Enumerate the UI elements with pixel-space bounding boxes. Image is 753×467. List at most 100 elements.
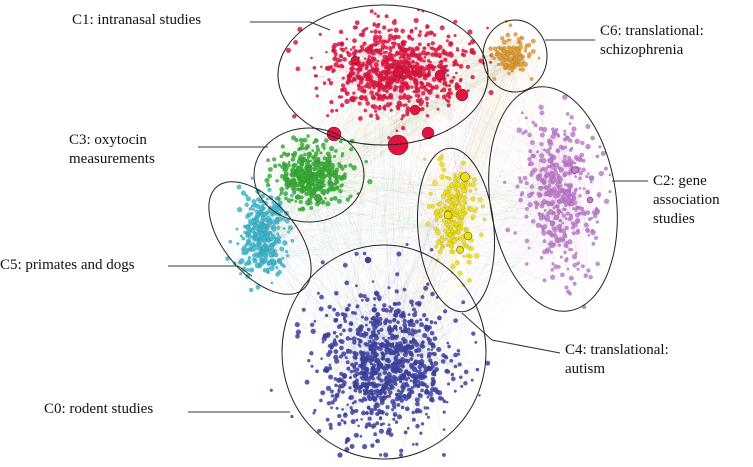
network-node [565,191,570,196]
network-node [370,347,373,350]
network-node [580,207,584,211]
network-node [390,399,395,404]
network-node [590,136,594,140]
network-node [534,201,538,205]
network-node [393,302,397,306]
network-node [407,377,410,380]
network-node [384,46,388,50]
network-node [392,36,397,41]
network-node [368,396,373,401]
network-node [360,376,363,379]
network-node [527,133,531,137]
network-node [560,273,564,277]
network-node [408,100,411,103]
network-node [355,372,359,376]
network-node [425,327,430,332]
network-node [403,345,406,348]
network-node [459,375,462,378]
network-node [525,239,529,243]
network-node [430,292,434,296]
network-node [410,86,413,89]
network-node [506,228,510,232]
network-node [325,201,330,206]
network-node [401,114,405,118]
network-node [375,353,379,357]
network-node [566,112,569,115]
network-node [349,395,354,400]
network-node [389,96,392,99]
network-node [563,234,567,238]
network-node [371,104,375,108]
network-node [561,194,566,199]
network-node [574,162,577,165]
network-node [372,397,377,402]
network-node [291,157,296,162]
network-node [430,398,434,402]
network-node [426,102,429,105]
network-node [346,360,350,364]
network-node [428,342,431,345]
network-node [331,49,335,53]
network-node [328,350,333,355]
network-node [396,351,399,354]
network-node [369,321,372,324]
network-node [374,110,377,113]
network-node [388,337,391,340]
network-node [340,165,343,168]
network-node [563,239,566,242]
network-node [464,370,469,375]
network-node [452,64,455,67]
network-node [320,390,325,395]
network-node [396,104,400,108]
network-node [412,312,417,317]
network-node [601,151,606,156]
network-node [550,165,555,170]
network-node [503,181,506,184]
network-node [340,43,344,47]
network-node [333,355,338,360]
network-node [430,320,434,324]
network-node [296,67,300,71]
network-node [572,231,576,235]
network-node [564,183,567,186]
network-node [414,18,419,23]
network-node [346,51,349,54]
network-node [396,403,400,407]
network-node [394,383,397,386]
network-node [403,57,406,60]
network-node [399,87,402,90]
network-edge [238,210,240,244]
network-node [418,33,422,37]
network-node [313,66,317,70]
network-node [425,390,429,394]
network-node [413,379,416,382]
network-node [418,393,423,398]
network-node [408,350,411,353]
network-node [374,319,376,321]
network-node [541,158,546,163]
network-node [415,320,419,324]
network-node [566,257,568,259]
network-node [371,342,375,346]
network-node [417,354,420,357]
network-node [419,30,422,33]
network-node [461,300,465,304]
network-node [394,357,398,361]
network-node [569,149,572,152]
network-node [339,140,342,143]
network-node [563,171,568,176]
network-node [399,64,402,67]
network-node [309,160,312,163]
network-node [351,419,356,424]
network-node [415,383,418,386]
network-node [373,304,376,307]
network-node [547,187,551,191]
network-node [349,71,353,75]
network-node [420,356,423,359]
network-node [387,58,390,61]
network-node [531,154,535,158]
network-node [604,199,609,204]
network-node [584,223,589,228]
network-node [314,74,317,77]
network-node [339,372,343,376]
